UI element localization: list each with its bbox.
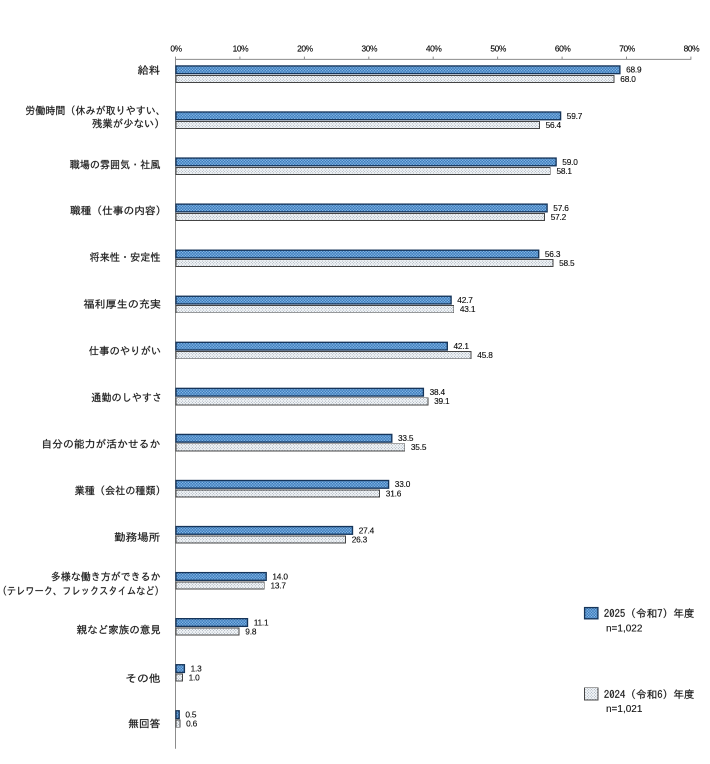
svg-text:13.7: 13.7 <box>271 580 287 590</box>
svg-text:10%: 10% <box>233 43 250 53</box>
svg-text:35.5: 35.5 <box>411 442 427 452</box>
svg-text:1.3: 1.3 <box>191 664 203 674</box>
svg-text:9.8: 9.8 <box>245 627 257 637</box>
svg-text:31.6: 31.6 <box>386 488 402 498</box>
svg-text:30%: 30% <box>362 43 379 53</box>
svg-text:57.6: 57.6 <box>553 203 569 213</box>
svg-text:56.3: 56.3 <box>545 249 561 259</box>
svg-text:26.3: 26.3 <box>352 534 368 544</box>
svg-text:57.2: 57.2 <box>551 212 567 222</box>
svg-text:n=1,022: n=1,022 <box>606 624 643 635</box>
svg-text:59.7: 59.7 <box>567 111 583 121</box>
svg-text:58.1: 58.1 <box>557 166 573 176</box>
svg-text:68.0: 68.0 <box>620 74 636 84</box>
svg-text:38.4: 38.4 <box>430 387 446 397</box>
svg-text:20%: 20% <box>297 43 314 53</box>
svg-text:33.0: 33.0 <box>395 479 411 489</box>
svg-text:58.5: 58.5 <box>559 258 575 268</box>
svg-text:42.7: 42.7 <box>457 295 473 305</box>
svg-text:45.8: 45.8 <box>477 350 493 360</box>
svg-text:56.4: 56.4 <box>546 120 562 130</box>
svg-text:39.1: 39.1 <box>434 396 450 406</box>
svg-text:27.4: 27.4 <box>359 525 375 535</box>
svg-text:50%: 50% <box>490 43 507 53</box>
svg-text:0.6: 0.6 <box>186 719 198 729</box>
svg-text:59.0: 59.0 <box>562 157 578 167</box>
svg-text:42.1: 42.1 <box>454 341 470 351</box>
svg-text:11.1: 11.1 <box>254 617 269 627</box>
svg-text:43.1: 43.1 <box>460 304 476 314</box>
svg-text:80%: 80% <box>684 43 701 53</box>
svg-text:14.0: 14.0 <box>272 571 288 581</box>
svg-text:40%: 40% <box>426 43 443 53</box>
svg-text:1.0: 1.0 <box>189 673 201 683</box>
svg-text:0.5: 0.5 <box>185 710 197 720</box>
svg-text:0%: 0% <box>170 43 182 53</box>
svg-text:60%: 60% <box>555 43 572 53</box>
svg-text:70%: 70% <box>619 43 636 53</box>
svg-text:n=1,021: n=1,021 <box>606 704 643 715</box>
svg-text:68.9: 68.9 <box>626 65 642 75</box>
svg-text:33.5: 33.5 <box>398 433 414 443</box>
